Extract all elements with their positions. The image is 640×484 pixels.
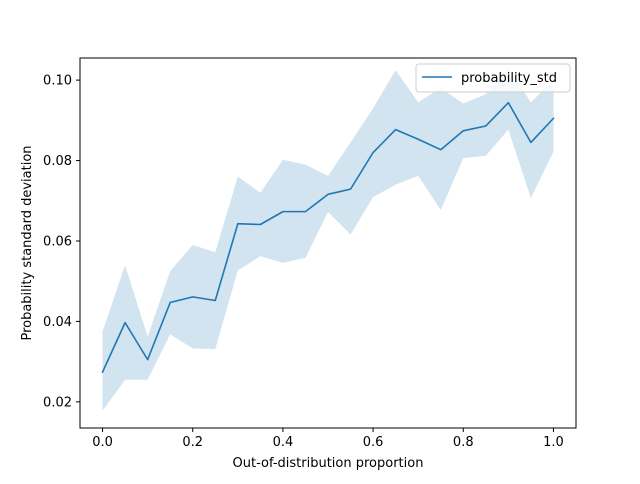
confidence-band [102,68,554,411]
x-axis-label: Out-of-distribution proportion [233,456,424,471]
y-tick-label: 0.04 [43,315,72,330]
x-tick-label: 0.8 [453,435,474,450]
y-tick-label: 0.08 [43,154,72,169]
confidence-band-layer [102,68,554,411]
series-line-probability-std [101,101,555,374]
x-tick-label: 0.2 [182,435,203,450]
x-tick-label: 0.0 [92,435,113,450]
legend-entry-label: probability_std [461,71,557,86]
y-tick-label: 0.10 [43,74,72,89]
x-tick-label: 0.6 [363,435,384,450]
legend-box [415,63,571,93]
y-axis: 0.02 0.04 0.06 0.08 0.10 [43,74,80,410]
plot-frame [79,57,577,429]
y-axis-label: Probability standard deviation [20,145,35,340]
legend: probability_std [415,63,571,93]
x-tick-label: 0.4 [273,435,294,450]
series-line-layer [101,101,555,374]
y-tick-label: 0.02 [43,395,72,410]
x-axis: 0.0 0.2 0.4 0.6 0.8 1.0 [92,428,564,450]
x-tick-label: 1.0 [543,435,564,450]
y-tick-label: 0.06 [43,234,72,249]
